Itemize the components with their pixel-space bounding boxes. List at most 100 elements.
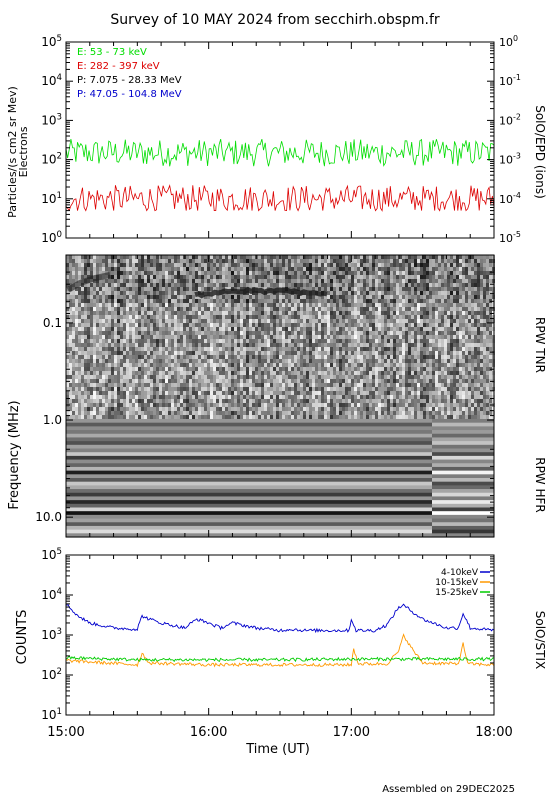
tnr-cell (312, 407, 315, 411)
tnr-cell (192, 343, 195, 347)
tnr-cell (258, 311, 261, 315)
tnr-cell (162, 271, 165, 275)
tnr-cell (129, 363, 132, 367)
tnr-cell (228, 407, 231, 411)
tnr-cell (168, 375, 171, 379)
tnr-cell (117, 271, 120, 275)
tnr-cell (228, 279, 231, 283)
tnr-cell (183, 347, 186, 351)
tnr-cell (171, 379, 174, 383)
tnr-cell (84, 303, 87, 307)
tnr-cell (297, 303, 300, 307)
tnr-cell (171, 403, 174, 407)
tnr-cell (72, 335, 75, 339)
tnr-cell (324, 271, 327, 275)
tnr-cell (417, 363, 420, 367)
tnr-cell (111, 375, 114, 379)
tnr-cell (168, 271, 171, 275)
tnr-cell (390, 379, 393, 383)
tnr-cell (399, 391, 402, 395)
tnr-cell (96, 391, 99, 395)
tnr-cell (333, 399, 336, 403)
tnr-cell (108, 399, 111, 403)
tnr-cell (204, 383, 207, 387)
tnr-cell (198, 267, 201, 271)
tnr-cell (75, 399, 78, 403)
tnr-cell (99, 391, 102, 395)
tnr-cell (267, 299, 270, 303)
tnr-cell (408, 359, 411, 363)
tnr-cell (198, 343, 201, 347)
tnr-cell (240, 303, 243, 307)
tnr-cell (273, 395, 276, 399)
tnr-cell (363, 395, 366, 399)
tnr-cell (171, 363, 174, 367)
tnr-cell (270, 391, 273, 395)
tnr-cell (336, 415, 339, 419)
tnr-cell (69, 379, 72, 383)
tnr-cell (252, 383, 255, 387)
tnr-cell (288, 415, 291, 419)
tnr-cell (111, 279, 114, 283)
tnr-cell (90, 287, 93, 291)
tnr-cell (378, 323, 381, 327)
tnr-cell (261, 395, 264, 399)
tnr-cell (216, 327, 219, 331)
tnr-cell (372, 299, 375, 303)
tnr-cell (78, 331, 81, 335)
tnr-cell (366, 275, 369, 279)
tnr-cell (180, 355, 183, 359)
tnr-cell (318, 411, 321, 415)
tnr-cell (87, 319, 90, 323)
tnr-cell (240, 307, 243, 311)
tnr-cell (195, 383, 198, 387)
tnr-cell (192, 403, 195, 407)
tnr-cell (258, 299, 261, 303)
tnr-cell (276, 363, 279, 367)
tnr-cell (243, 327, 246, 331)
tnr-cell (372, 271, 375, 275)
tnr-cell (294, 255, 297, 259)
tnr-cell (366, 355, 369, 359)
tnr-cell (111, 343, 114, 347)
tnr-cell (363, 391, 366, 395)
tnr-cell (270, 411, 273, 415)
tnr-cell (153, 343, 156, 347)
tnr-cell (399, 303, 402, 307)
tnr-cell (129, 411, 132, 415)
tnr-cell (135, 367, 138, 371)
tnr-cell (174, 399, 177, 403)
tnr-cell (102, 371, 105, 375)
tnr-cell (126, 379, 129, 383)
tnr-cell (168, 327, 171, 331)
tnr-cell (291, 319, 294, 323)
tnr-cell (90, 271, 93, 275)
tnr-cell (225, 271, 228, 275)
tnr-cell (225, 295, 228, 299)
tnr-cell (117, 299, 120, 303)
tnr-cell (138, 311, 141, 315)
tnr-cell (105, 387, 108, 391)
tnr-cell (300, 279, 303, 283)
tnr-cell (339, 387, 342, 391)
tnr-cell (126, 407, 129, 411)
epd-y-tick-label: 102 (41, 152, 62, 167)
tnr-cell (228, 383, 231, 387)
tnr-cell (81, 347, 84, 351)
tnr-cell (264, 387, 267, 391)
tnr-cell (210, 363, 213, 367)
tnr-cell (129, 299, 132, 303)
tnr-cell (192, 303, 195, 307)
tnr-cell (141, 263, 144, 267)
tnr-cell (285, 359, 288, 363)
tnr-cell (171, 307, 174, 311)
tnr-cell (381, 395, 384, 399)
tnr-cell (183, 299, 186, 303)
tnr-cell (192, 295, 195, 299)
tnr-cell (123, 259, 126, 263)
tnr-cell (363, 375, 366, 379)
tnr-cell (261, 335, 264, 339)
tnr-cell (387, 295, 390, 299)
tnr-cell (240, 375, 243, 379)
tnr-cell (369, 415, 372, 419)
